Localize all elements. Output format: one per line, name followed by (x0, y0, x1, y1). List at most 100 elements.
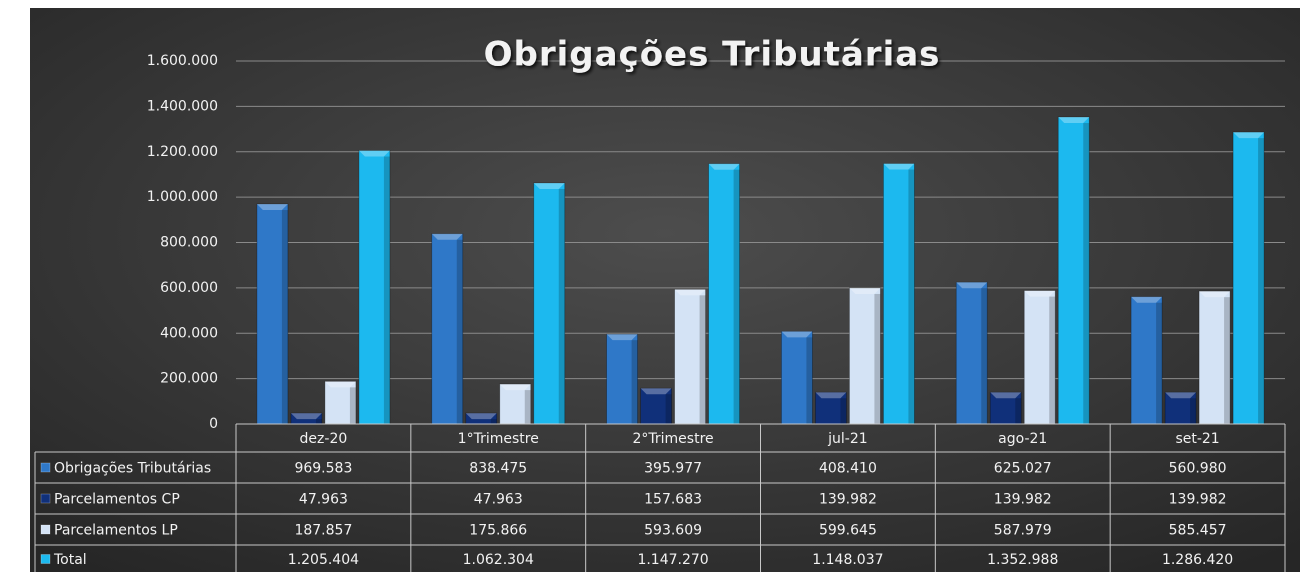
chart-title: Obrigações Tributárias (484, 35, 941, 75)
bar (533, 182, 566, 425)
table-value: 587.979 (994, 523, 1052, 539)
bar-shade (631, 340, 638, 424)
legend-label: Total (53, 552, 87, 568)
bar-shade (524, 390, 531, 424)
bar-shade (1156, 302, 1163, 424)
bar (324, 380, 357, 425)
table-value: 599.645 (819, 523, 877, 539)
bar (781, 330, 813, 425)
bar (431, 233, 464, 425)
bar-bevel (465, 413, 497, 420)
bar (1198, 290, 1231, 425)
bar (1232, 131, 1265, 425)
bar-bevel (358, 150, 390, 157)
table-value: 187.857 (294, 523, 352, 539)
bar (883, 163, 915, 425)
x-tick-label: 2°Trimestre (633, 431, 714, 447)
y-tick-label: 1.000.000 (147, 189, 218, 205)
table-value: 139.982 (994, 492, 1052, 508)
table-value: 139.982 (819, 492, 877, 508)
legend-key (40, 554, 51, 564)
bar (640, 387, 672, 425)
bar (1130, 296, 1163, 425)
y-tick-label: 800.000 (160, 235, 218, 251)
bar-shade (981, 288, 988, 424)
legend-label: Parcelamentos CP (54, 492, 180, 508)
table-value: 1.205.404 (288, 552, 359, 568)
bar-shade (806, 337, 813, 424)
bar-bevel (708, 163, 740, 170)
bar-bevel (1233, 132, 1265, 139)
bar-shade (1258, 138, 1265, 424)
x-tick-label: 1°Trimestre (458, 431, 539, 447)
legend-label: Parcelamentos LP (54, 523, 178, 539)
y-tick-label: 200.000 (160, 371, 218, 387)
bar (989, 391, 1022, 425)
bar-bevel (499, 384, 531, 391)
table-value: 47.963 (474, 492, 523, 508)
table-value: 1.062.304 (463, 552, 534, 568)
bar-bevel (1131, 296, 1163, 303)
bar-bevel (606, 334, 638, 341)
legend-label: Obrigações Tributárias (54, 461, 211, 477)
bar-bevel (849, 287, 881, 294)
bar (1057, 116, 1090, 425)
bar-shade (1224, 297, 1231, 424)
bar-shade (1015, 398, 1022, 424)
table-value: 1.286.420 (1162, 552, 1233, 568)
bar-bevel (1024, 290, 1056, 297)
legend-key (40, 524, 51, 535)
bar-shade (699, 295, 706, 424)
x-tick-label: jul-21 (827, 431, 868, 447)
table-value: 1.148.037 (812, 552, 883, 568)
bar-shade (840, 398, 847, 424)
bar-shade (1190, 398, 1197, 424)
bar (358, 150, 391, 425)
table-value: 969.583 (294, 461, 352, 477)
table-value: 139.982 (1169, 492, 1227, 508)
bar-shade (733, 169, 740, 424)
bar (606, 333, 638, 425)
bar-shade (490, 419, 497, 424)
x-tick-label: ago-21 (998, 431, 1047, 447)
legend-key (40, 462, 51, 473)
bar (256, 203, 289, 425)
bar-shade (908, 169, 915, 424)
table-value: 585.457 (1169, 523, 1227, 539)
bar-bevel (815, 392, 847, 399)
bar-bevel (431, 233, 463, 240)
bar-bevel (990, 392, 1022, 399)
bar-shade (383, 156, 390, 424)
bar-bevel (1058, 117, 1090, 124)
y-tick-label: 600.000 (160, 280, 218, 296)
bar-shade (349, 387, 356, 424)
y-tick-label: 1.400.000 (147, 98, 218, 114)
bar (849, 287, 881, 425)
table-value: 175.866 (469, 523, 527, 539)
table-value: 1.147.270 (637, 552, 708, 568)
bar-bevel (781, 331, 813, 338)
bar-shade (874, 293, 881, 424)
table-value: 47.963 (299, 492, 348, 508)
bar-shade (315, 419, 322, 424)
bar-bevel (674, 289, 706, 296)
table-value: 408.410 (819, 461, 877, 477)
table-value: 157.683 (644, 492, 702, 508)
bar-bevel (883, 163, 915, 170)
bar-bevel (290, 413, 322, 420)
bar-shade (1083, 123, 1090, 425)
bar (955, 281, 988, 425)
bar-bevel (956, 282, 988, 289)
bar-bevel (256, 204, 288, 211)
table-value: 1.352.988 (987, 552, 1058, 568)
x-tick-label: dez-20 (300, 431, 348, 447)
x-tick-label: set-21 (1175, 431, 1219, 447)
bar (1023, 290, 1056, 425)
table-value: 593.609 (644, 523, 702, 539)
legend-key (40, 493, 51, 504)
bar-bevel (533, 182, 565, 189)
y-tick-label: 0 (209, 416, 218, 432)
table-value: 838.475 (469, 461, 527, 477)
bar-bevel (324, 381, 356, 388)
